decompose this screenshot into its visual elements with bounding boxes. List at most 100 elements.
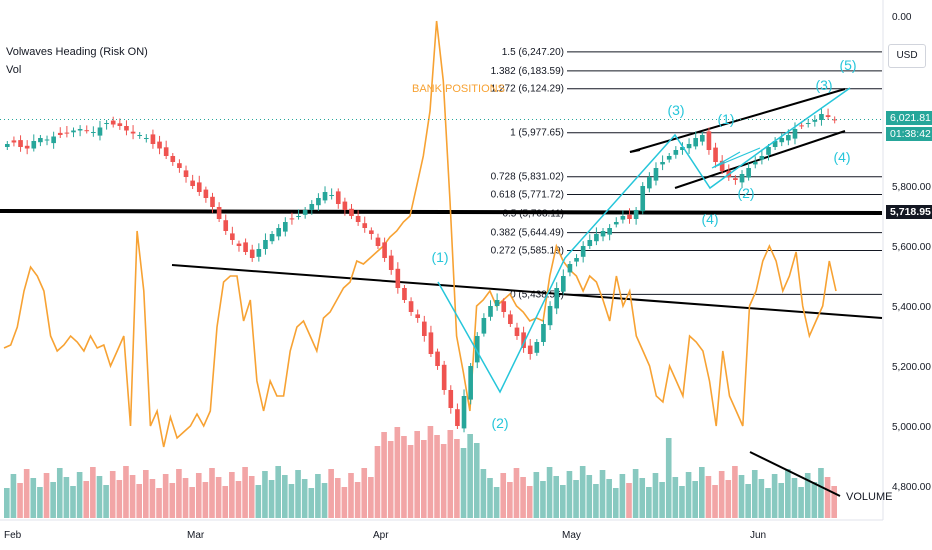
volume-bar: [718, 471, 725, 518]
volume-bar: [685, 472, 692, 518]
candle-body: [759, 156, 765, 160]
volume-bar: [778, 483, 785, 518]
candle-body: [203, 189, 209, 198]
x-tick-label: Feb: [4, 530, 22, 541]
candle-body: [18, 140, 23, 147]
candle-body: [216, 207, 222, 219]
volume-bar: [23, 469, 30, 518]
volume-bar: [401, 436, 407, 518]
candle-body: [799, 125, 804, 127]
volume-bar: [37, 487, 43, 518]
candle-body: [269, 234, 275, 242]
bank-positions-line: [3, 20, 837, 448]
candle-body: [686, 144, 692, 149]
candle-body: [713, 147, 718, 162]
volume-bar: [43, 473, 50, 518]
volume-bar: [659, 482, 665, 518]
candle-body: [428, 332, 434, 354]
x-tick-label: May: [562, 530, 581, 541]
fib-level-label: 0.618 (5,771.72): [491, 189, 564, 200]
volume-bar: [143, 470, 149, 518]
candle-body: [488, 306, 493, 317]
candle-body: [256, 249, 262, 257]
candle-body: [752, 162, 758, 165]
candle-body: [130, 131, 136, 134]
currency-button[interactable]: USD: [888, 44, 926, 68]
volume-bar: [745, 484, 751, 518]
volume-legend-label: Vol: [6, 64, 22, 76]
fib-level-label: 1.272 (6,124.29): [491, 84, 564, 95]
candle-body: [680, 147, 685, 150]
volume-bar: [692, 481, 698, 518]
volume-bar: [513, 468, 520, 518]
candle-body: [117, 123, 123, 126]
candle-body: [322, 192, 328, 201]
subwave-path: [711, 147, 761, 169]
candle-body: [57, 132, 63, 135]
volume-bar: [771, 474, 778, 518]
candle-body: [521, 332, 526, 348]
candle-body: [177, 163, 182, 168]
volume-bar: [427, 426, 434, 518]
candle-body: [819, 114, 824, 120]
volume-bar: [156, 488, 162, 518]
volume-bar: [672, 477, 679, 518]
candle-body: [699, 135, 705, 142]
candle-body: [163, 147, 169, 156]
candle-body: [832, 119, 838, 121]
volume-bar: [301, 479, 308, 518]
wave-label: (3): [815, 77, 832, 93]
volume-bar: [381, 432, 387, 518]
volume-bar: [526, 486, 533, 518]
volume-bar: [368, 477, 374, 518]
volume-bar: [507, 482, 513, 518]
volume-bar: [798, 487, 804, 518]
candle-body: [183, 170, 189, 177]
volume-bar: [804, 473, 811, 518]
volume-bar: [268, 480, 275, 518]
fib-level-label: 0 (5,438.56): [510, 289, 564, 300]
candle-body: [24, 145, 30, 149]
volume-bar: [725, 480, 732, 518]
candle-body: [150, 134, 156, 144]
wave-label: (2): [491, 415, 508, 431]
candle-body: [786, 135, 791, 141]
volume-bar: [182, 478, 189, 518]
volume-bar: [699, 467, 705, 518]
volume-bar: [573, 480, 579, 518]
candle-body: [110, 120, 116, 125]
candle-body: [84, 130, 90, 132]
volume-bar: [546, 467, 553, 518]
candle-body: [494, 300, 500, 306]
candle-body: [415, 314, 421, 318]
volume-bar: [321, 483, 328, 518]
candle-body: [249, 249, 255, 258]
candle-body: [64, 132, 70, 134]
volume-bar: [493, 487, 500, 518]
wave-label: (5): [839, 57, 856, 73]
candle-body: [421, 321, 427, 336]
candle-body: [124, 126, 129, 131]
volume-bar: [553, 476, 559, 518]
chart-title: Volwaves Heading (Risk ON): [6, 46, 148, 58]
elliott-wave-path: [437, 87, 851, 394]
volume-bar: [626, 483, 632, 518]
volume-bar: [96, 476, 103, 518]
candle-body: [137, 135, 143, 136]
candle-body: [653, 168, 659, 181]
volume-bar: [679, 486, 685, 518]
candle-body: [613, 222, 619, 225]
last-price-badge: 6,021.81: [886, 111, 932, 125]
candle-body: [302, 210, 308, 215]
wave-label: (2): [737, 185, 754, 201]
volume-bar: [394, 427, 401, 518]
candle-body: [567, 264, 573, 273]
candle-body: [355, 216, 361, 222]
volume-bar: [738, 475, 745, 518]
volume-bar: [447, 430, 454, 518]
volume-bar: [480, 469, 487, 518]
candle-body: [746, 168, 751, 178]
volume-bar: [169, 483, 176, 518]
volume-bar: [308, 488, 315, 518]
